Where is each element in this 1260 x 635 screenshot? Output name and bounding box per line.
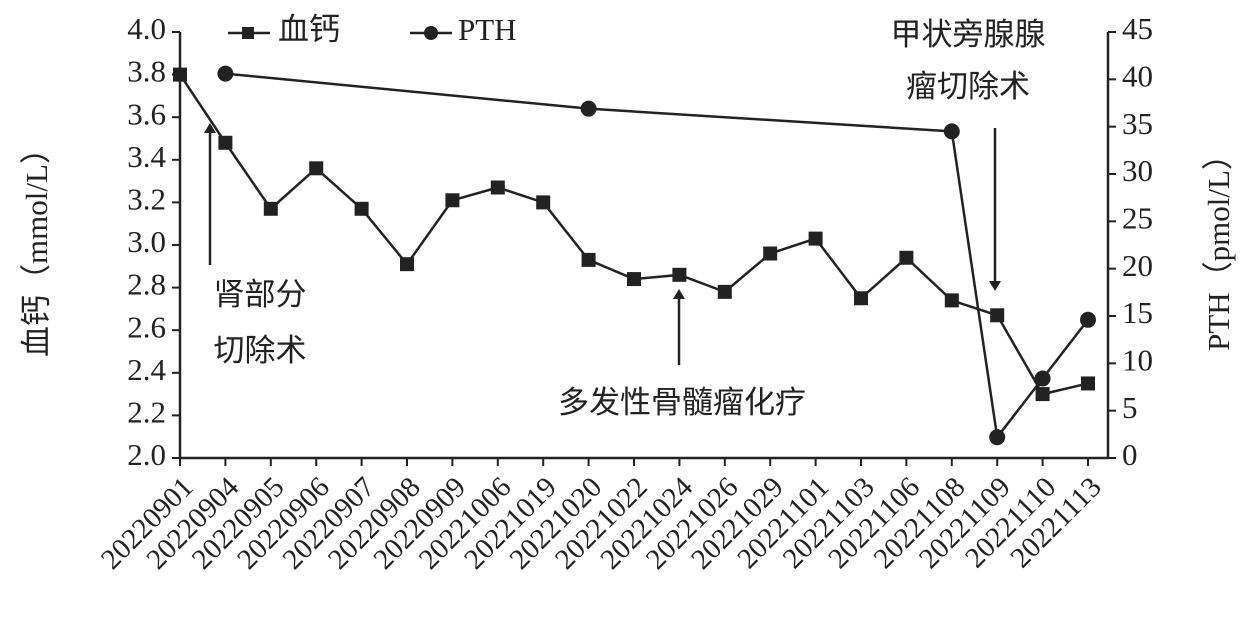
y2-tick-label: 35 [1122, 106, 1153, 141]
y2-tick-label: 25 [1122, 200, 1153, 235]
data-point [309, 161, 324, 176]
series-line [588, 258, 635, 281]
data-point [763, 246, 778, 261]
series-line [269, 167, 318, 210]
y2-tick-label: 45 [1122, 11, 1153, 46]
data-point [354, 201, 369, 216]
y2-tick-label: 30 [1122, 153, 1153, 188]
data-point [989, 429, 1006, 446]
y-tick-label: 3.6 [127, 96, 166, 131]
data-point [943, 123, 960, 140]
legend-label: 血钙 [278, 12, 340, 47]
series-line [1041, 319, 1089, 380]
data-point [854, 291, 868, 306]
y-tick-label: 2.2 [127, 395, 166, 430]
annotation: 切除术 [214, 333, 307, 368]
y2-tick-label: 10 [1122, 342, 1153, 377]
data-point [627, 272, 641, 287]
data-point [1035, 387, 1050, 402]
y-tick-label: 2.8 [127, 267, 166, 302]
y2-axis-label: PTH（pmol/L） [1201, 139, 1236, 351]
series-line [360, 207, 408, 265]
data-point [218, 135, 233, 150]
y-tick-label: 2.6 [127, 309, 166, 344]
y2-tick-label: 20 [1122, 248, 1153, 283]
series-line [950, 131, 999, 438]
annotation: 肾部分 [214, 277, 307, 312]
y-tick-label: 4.0 [127, 11, 166, 46]
series-line [225, 72, 589, 110]
series-line [951, 299, 998, 317]
data-point [1081, 376, 1095, 391]
series-line [542, 201, 590, 261]
y2-tick-label: 15 [1122, 295, 1153, 330]
data-point [580, 100, 597, 117]
legend-marker [424, 26, 438, 40]
data-point [536, 195, 551, 210]
data-point [1034, 370, 1051, 387]
data-point [672, 267, 687, 282]
y-tick-label: 2.0 [127, 437, 166, 472]
y-tick-label: 3.2 [127, 182, 166, 217]
series-line [224, 142, 272, 210]
data-point [944, 293, 959, 308]
data-point [400, 257, 414, 272]
data-point [808, 231, 823, 246]
y2-tick-label: 0 [1122, 437, 1138, 472]
data-point [490, 180, 505, 195]
series-line [996, 377, 1044, 438]
series-line [452, 186, 499, 202]
series-line [405, 199, 454, 265]
series-line [860, 256, 908, 300]
series-line [769, 237, 816, 255]
y2-tick-label: 5 [1122, 390, 1138, 425]
data-point [217, 65, 234, 82]
y-axis-label: 血钙（mmol/L） [19, 133, 54, 357]
series-line [497, 186, 544, 204]
legend-marker [242, 27, 254, 39]
y-tick-label: 3.4 [127, 139, 166, 174]
data-point [1080, 311, 1096, 328]
annotation: 甲状旁腺腺 [891, 17, 1046, 52]
series-line [1042, 382, 1089, 396]
y-tick-label: 2.4 [127, 352, 166, 387]
series-line [814, 237, 862, 300]
series-line [678, 273, 726, 294]
series-line [178, 73, 227, 144]
data-point [899, 250, 914, 265]
series-line [633, 273, 680, 281]
series-line [315, 167, 363, 210]
data-point [445, 193, 460, 208]
legend-label: PTH [458, 12, 517, 47]
annotation: 瘤切除术 [906, 69, 1030, 104]
annotation: 多发性骨髓瘤化疗 [558, 385, 806, 420]
data-point [990, 308, 1005, 323]
data-point [173, 67, 187, 82]
data-point [717, 284, 732, 299]
series-line [588, 107, 952, 133]
series-line [905, 256, 953, 302]
data-point [581, 252, 596, 267]
data-point [263, 201, 278, 216]
series-line [723, 252, 772, 293]
y-tick-label: 3.0 [127, 224, 166, 259]
y-tick-label: 3.8 [127, 54, 166, 89]
y2-tick-label: 40 [1122, 58, 1153, 93]
